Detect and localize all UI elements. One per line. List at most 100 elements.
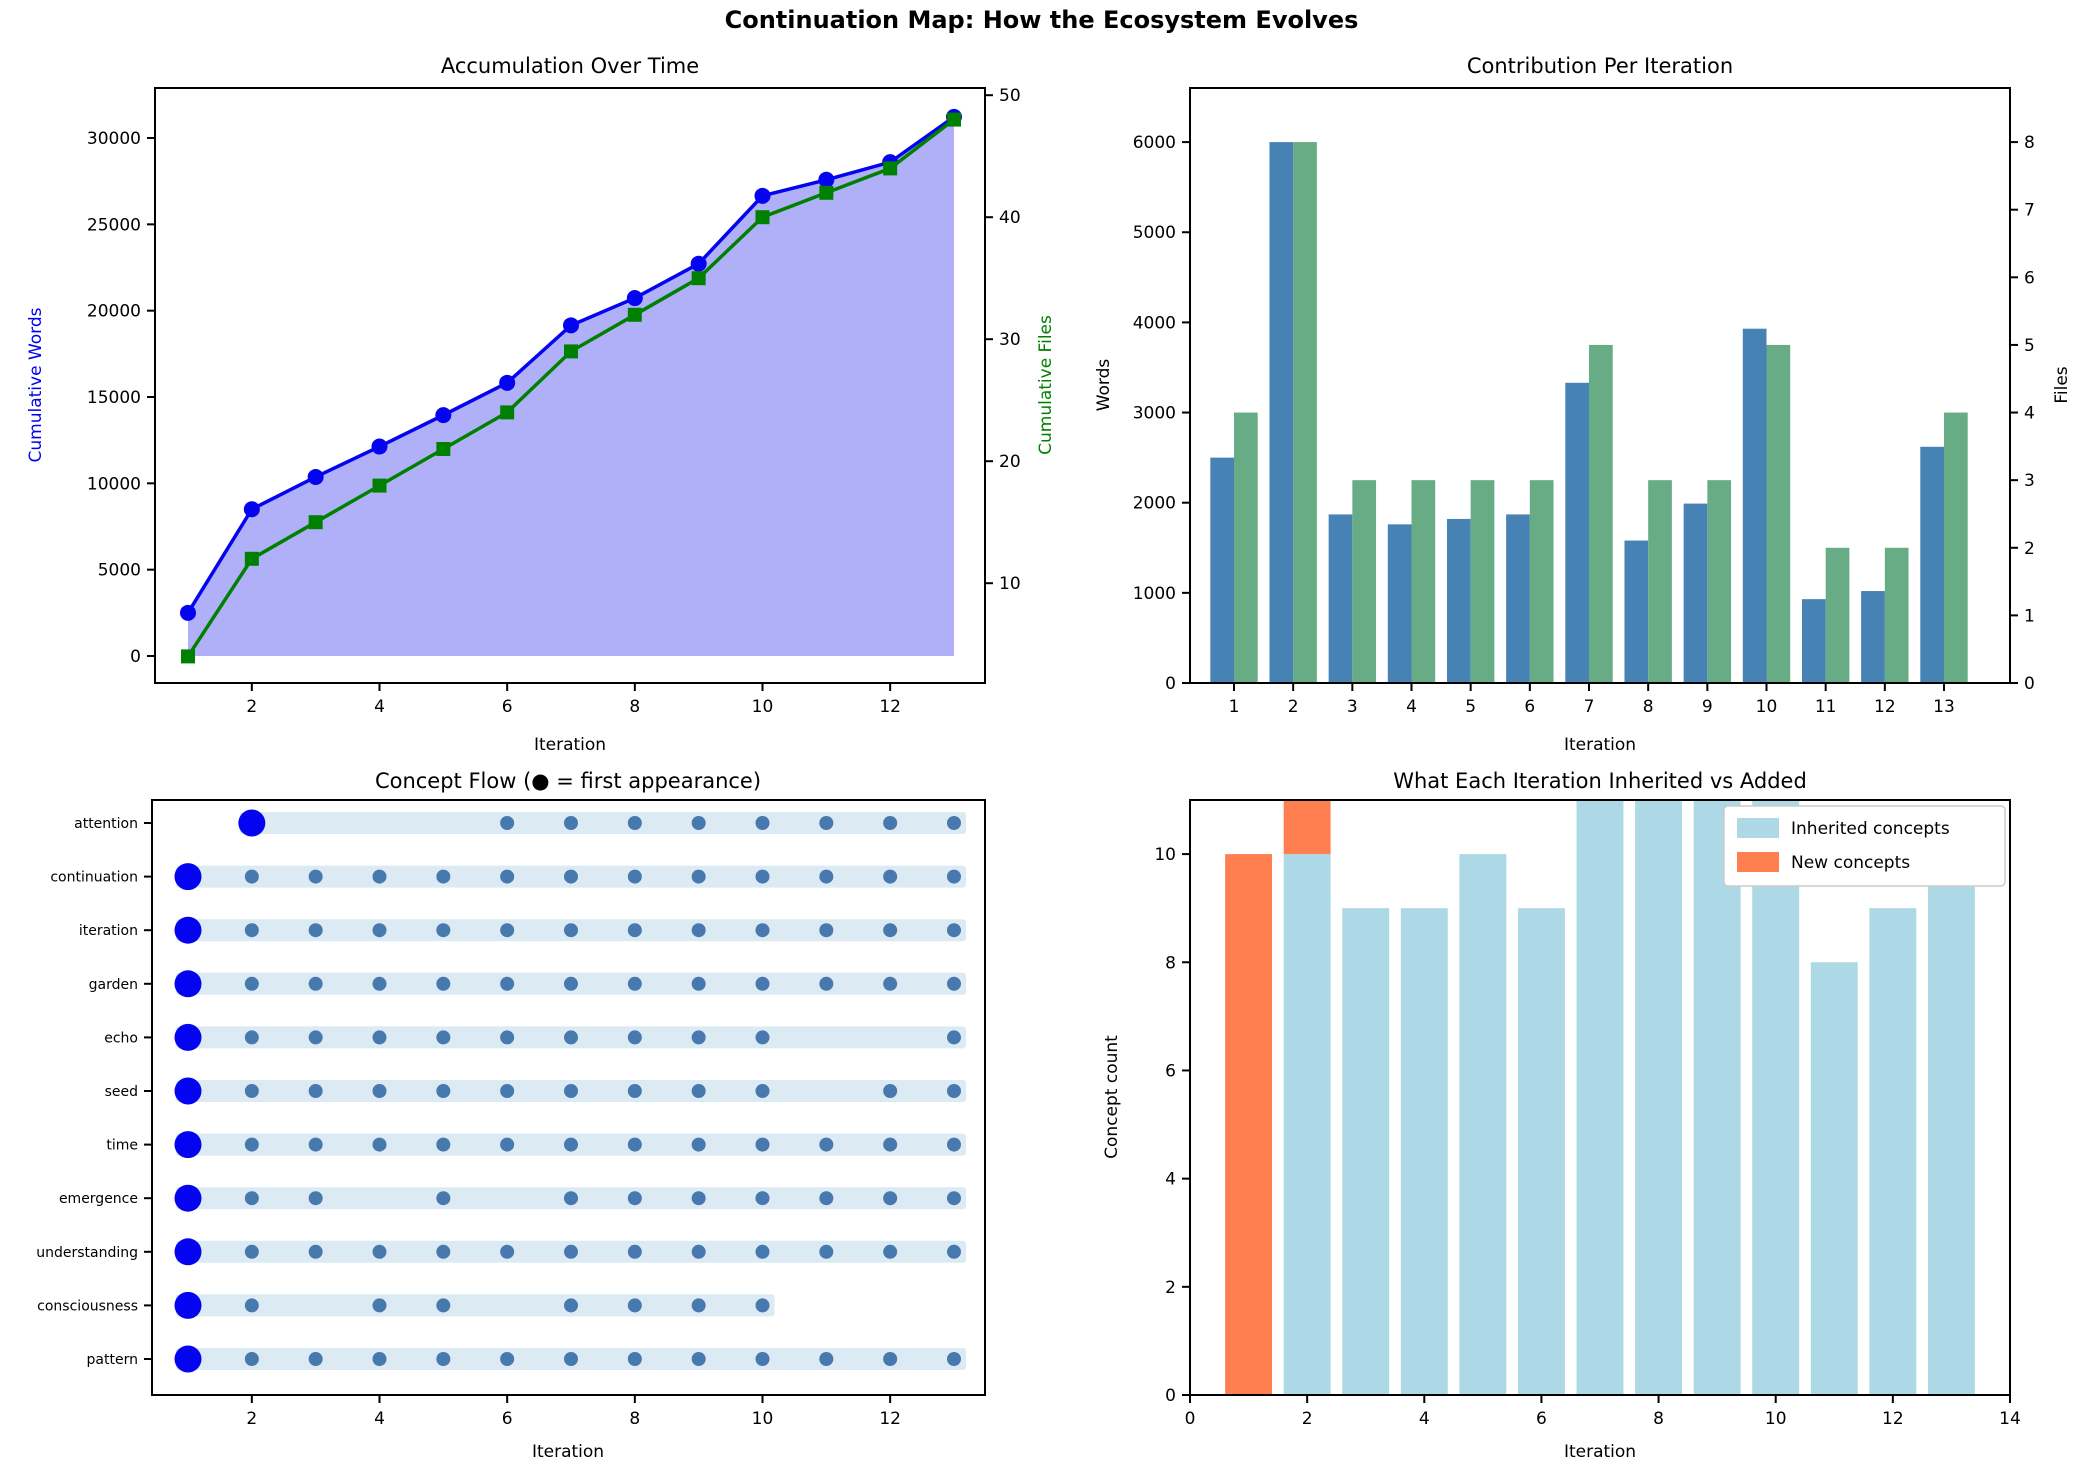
concept-dot	[755, 816, 770, 830]
concept-dot	[372, 1030, 387, 1045]
concept-dot	[946, 923, 961, 938]
concept-flow-title: Concept Flow (● = first appearance)	[374, 769, 762, 793]
concept-dot	[372, 1244, 387, 1259]
concept-dot	[755, 923, 770, 938]
concept-dot	[883, 1137, 898, 1152]
x-tick-label: 12	[879, 697, 901, 717]
concept-dot	[244, 1244, 259, 1259]
concept-dot	[691, 1030, 706, 1045]
concept-dot	[372, 1137, 387, 1152]
concept-dot	[244, 976, 259, 991]
concept-label: attention	[74, 816, 138, 832]
x-tick-label: 10	[1756, 697, 1778, 717]
y-tick-label-files: 6	[2024, 268, 2035, 288]
words-bar	[1801, 599, 1826, 683]
concept-dot	[627, 816, 642, 830]
y-tick-label-words: 0	[1165, 674, 1176, 694]
concept-dot	[308, 1244, 323, 1259]
cumulative-files-point	[563, 344, 578, 359]
cumulative-files-point	[372, 478, 387, 493]
words-bar	[1683, 503, 1708, 683]
concept-dot	[755, 1137, 770, 1152]
y-tick-label-words: 20000	[87, 302, 141, 322]
y-tick-label-words: 30000	[87, 129, 141, 149]
y-tick-label: 6	[1165, 1061, 1176, 1081]
x-tick-label: 4	[374, 1409, 385, 1429]
concept-dot	[946, 816, 961, 830]
concept-dot	[883, 869, 898, 884]
accumulation-title: Accumulation Over Time	[440, 54, 700, 78]
concept-dot	[755, 1191, 770, 1206]
words-bar	[1210, 457, 1234, 683]
concept-label: garden	[89, 977, 138, 993]
concept-dot	[563, 1352, 578, 1366]
x-tick-label: 7	[1584, 697, 1595, 717]
inherited-bar	[1283, 854, 1331, 1395]
files-bar	[1529, 480, 1554, 683]
concept-dot	[372, 1298, 387, 1313]
words-bar	[1269, 142, 1294, 683]
concept-label: understanding	[36, 1245, 138, 1261]
y-tick-label-files: 7	[2024, 201, 2035, 221]
concept-dot	[627, 976, 642, 991]
legend-swatch	[1737, 852, 1779, 872]
cumulative-words-point	[754, 187, 771, 204]
concept-dot	[563, 1084, 578, 1098]
concept-dot	[946, 976, 961, 991]
words-bar	[1387, 524, 1412, 683]
concept-dot	[691, 1084, 706, 1098]
concept-dot	[500, 1030, 515, 1045]
first-appearance-dot	[174, 970, 202, 998]
y-tick-label-words: 0	[130, 647, 141, 667]
concept-dot	[691, 976, 706, 991]
new-concepts-bar	[1225, 854, 1273, 1395]
cumulative-files-point	[181, 649, 195, 664]
x-tick-label: 12	[1882, 1409, 1904, 1429]
concept-label: continuation	[50, 870, 138, 886]
concept-dot	[946, 1244, 961, 1259]
y-tick-label-words: 15000	[87, 388, 141, 408]
contribution-xlabel: Iteration	[1563, 735, 1637, 755]
x-tick-label: 10	[752, 1409, 774, 1429]
concept-dot	[244, 1030, 259, 1045]
y-tick-label-words: 2000	[1133, 494, 1176, 514]
x-tick-label: 10	[1765, 1409, 1787, 1429]
concept-dot	[436, 923, 451, 938]
concept-dot	[500, 923, 515, 938]
contribution-axes	[1189, 87, 2011, 684]
cumulative-files-point	[244, 551, 259, 566]
x-tick-label: 10	[752, 697, 774, 717]
x-tick-label: 2	[1302, 1409, 1313, 1429]
y-tick-label-words: 1000	[1133, 584, 1176, 604]
x-tick-label: 5	[1465, 697, 1476, 717]
concept-dot	[691, 816, 706, 830]
y-tick-label-files: 1	[2024, 606, 2035, 626]
concept-label: echo	[104, 1030, 138, 1046]
inherited-added-axes	[1189, 799, 2011, 1396]
inherited-added-title: What Each Iteration Inherited vs Added	[1393, 769, 1807, 793]
concept-dot	[627, 1244, 642, 1259]
x-tick-label: 2	[246, 697, 257, 717]
concept-dot	[563, 1298, 578, 1313]
concept-dot	[691, 1191, 706, 1206]
concept-dot	[372, 923, 387, 938]
cumulative-files-point	[755, 210, 770, 225]
concept-dot	[436, 1352, 451, 1366]
x-tick-label: 6	[1524, 697, 1535, 717]
cumulative-files-point	[819, 185, 834, 200]
concept-dot	[436, 1137, 451, 1152]
concept-dot	[819, 1352, 834, 1366]
concept-dot	[372, 869, 387, 884]
y-tick-label-words: 10000	[87, 474, 141, 494]
x-tick-label: 2	[246, 1409, 257, 1429]
concept-dot	[755, 1298, 770, 1313]
concept-dot	[563, 816, 578, 830]
inherited-bar	[1693, 800, 1741, 1395]
concept-dot	[883, 1244, 898, 1259]
y-tick-label: 8	[1165, 953, 1176, 973]
files-bar	[1944, 412, 1968, 683]
concept-dot	[308, 1084, 323, 1098]
concept-label: iteration	[79, 923, 138, 939]
first-appearance-dot	[174, 1184, 202, 1212]
